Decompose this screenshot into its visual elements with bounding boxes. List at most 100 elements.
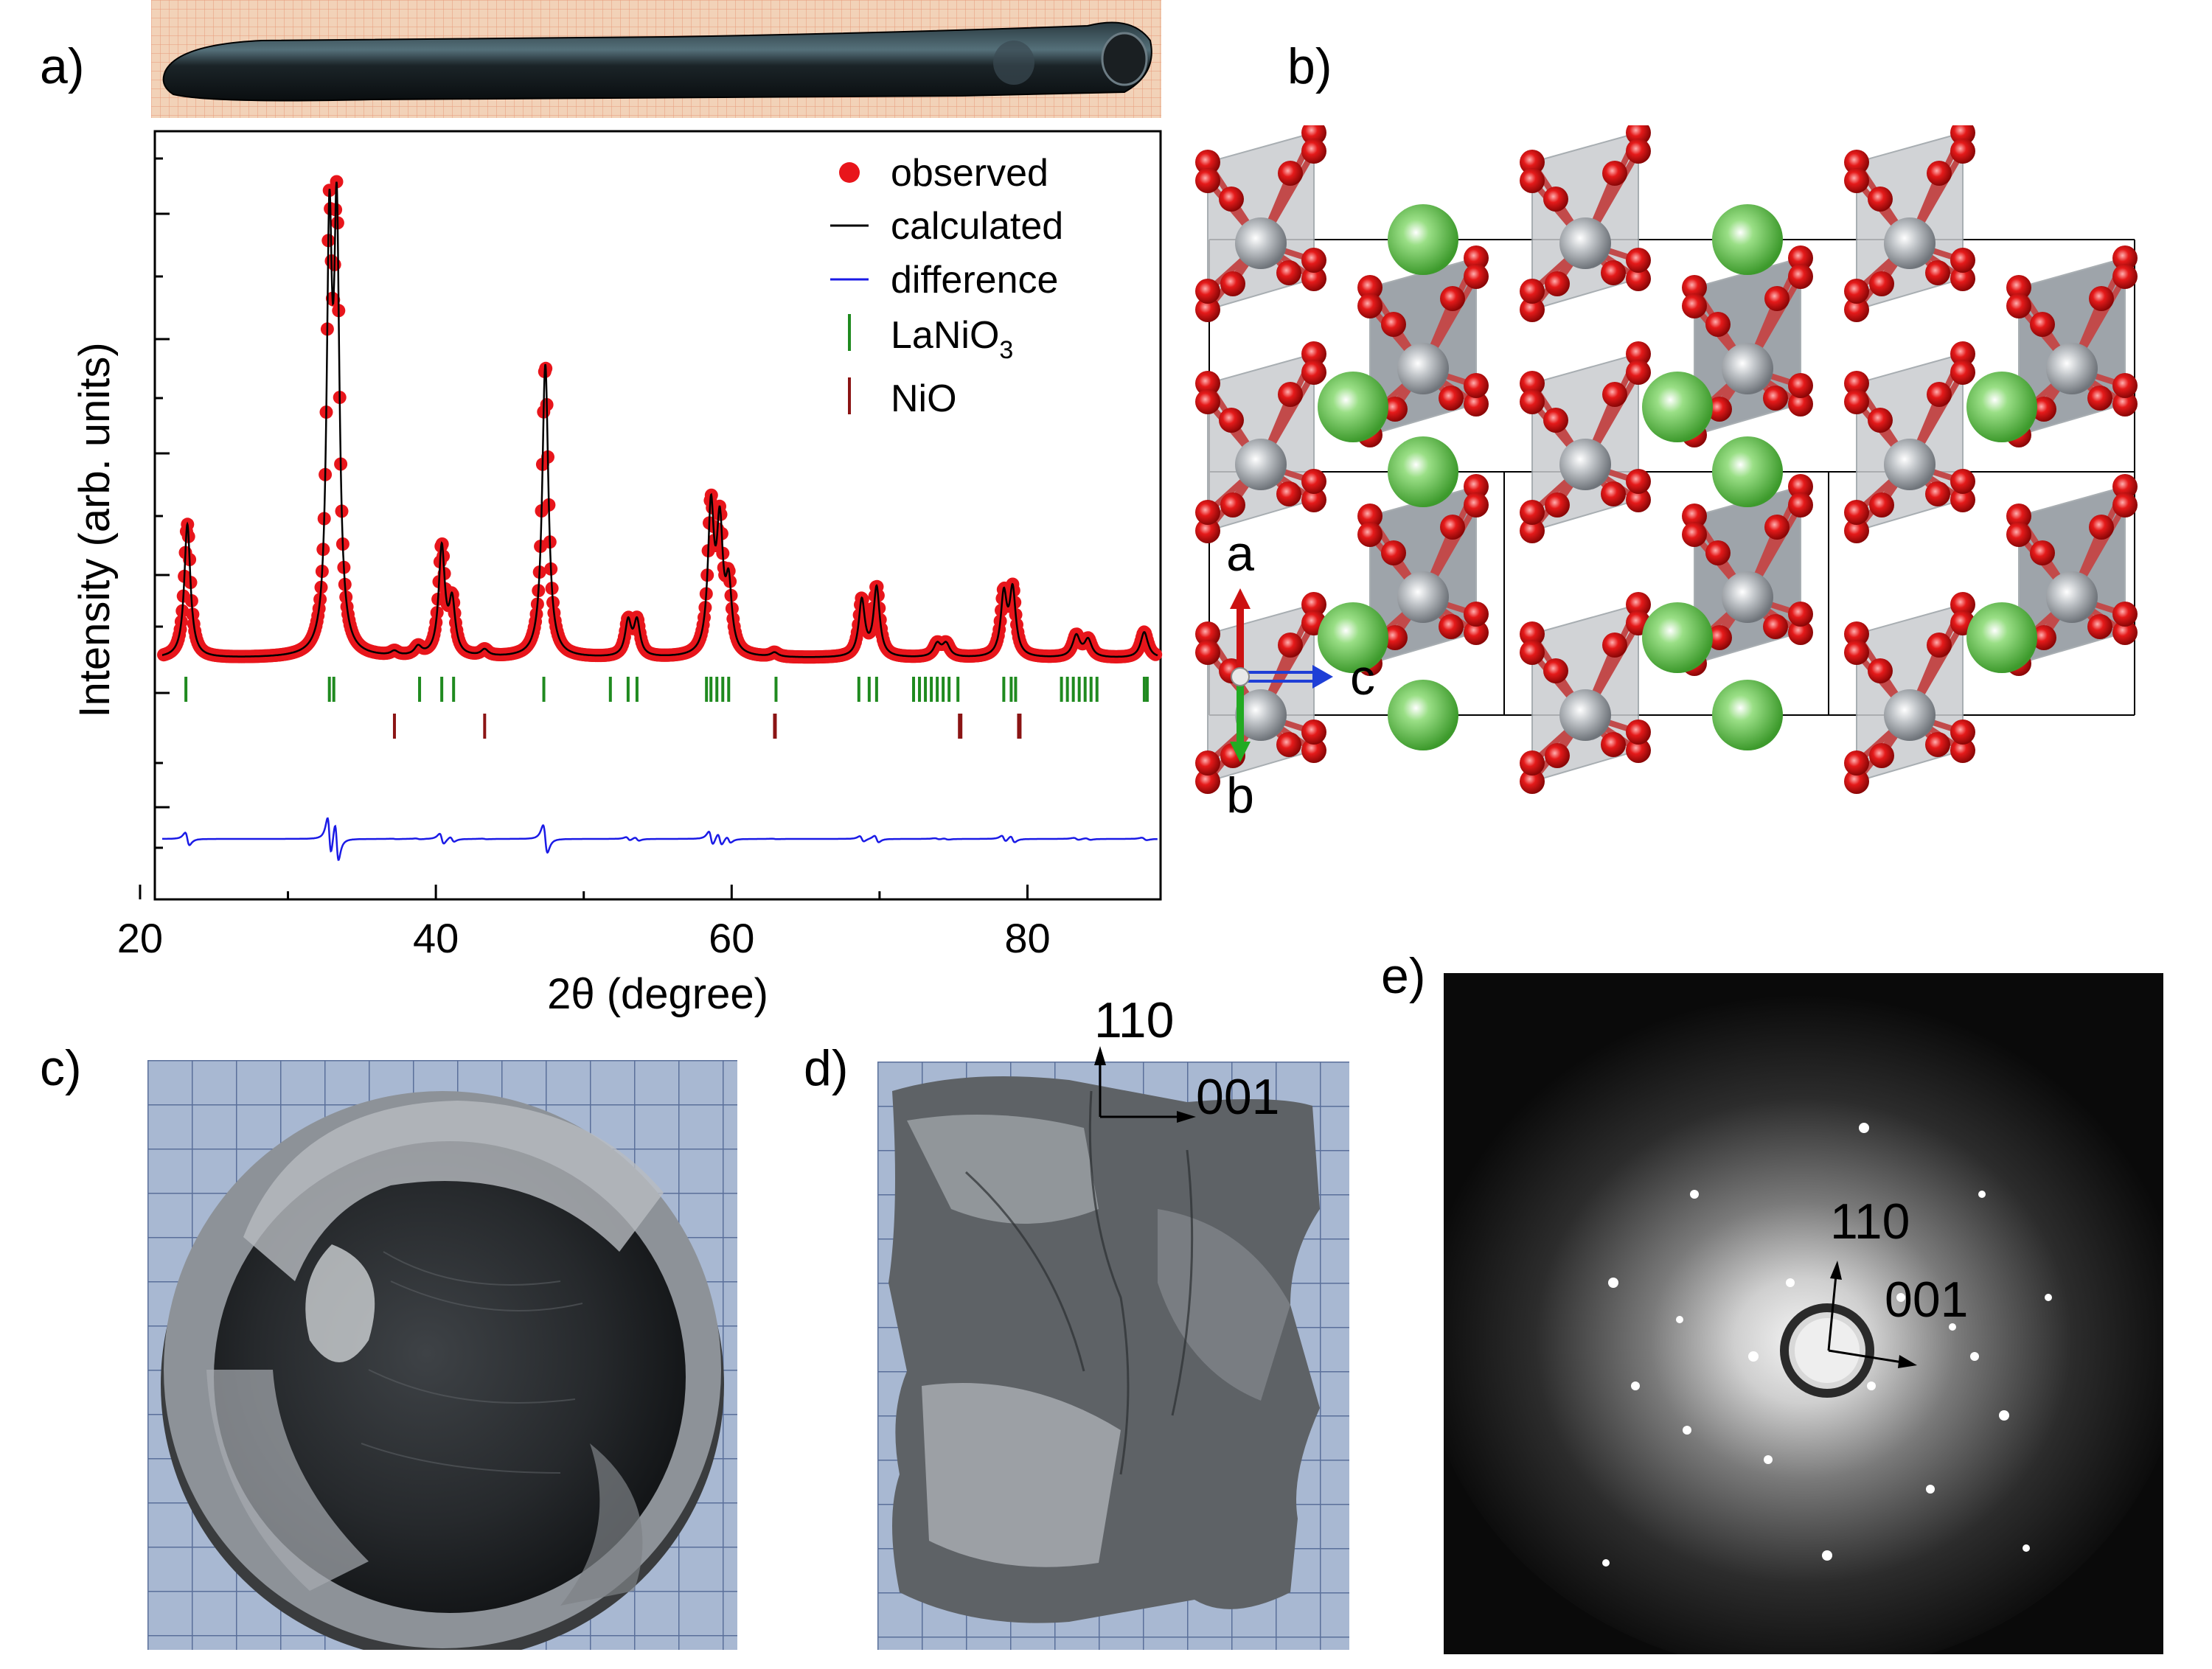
o-atom <box>2112 492 2138 518</box>
o-atom <box>1707 625 1732 650</box>
o-atom <box>1950 125 1975 145</box>
o-atom <box>1844 168 1869 193</box>
laue-spot <box>1786 1278 1795 1287</box>
laue-spot <box>1602 1559 1610 1567</box>
o-atom <box>1301 266 1326 291</box>
b-axis-arrow-icon <box>1230 742 1251 762</box>
arrow-001-icon <box>1177 1111 1196 1123</box>
o-atom <box>1925 260 1950 285</box>
o-atom <box>1682 275 1707 300</box>
la-atom <box>1712 204 1783 275</box>
ni-atom <box>1559 439 1611 490</box>
arrow-001-icon <box>1898 1355 1917 1368</box>
o-atom <box>1682 504 1707 529</box>
o-atom <box>1601 732 1626 757</box>
o-atom <box>1195 518 1220 543</box>
o-atom <box>1195 168 1220 193</box>
o-atom <box>1869 743 1894 768</box>
o-atom <box>1520 640 1545 665</box>
triad-label-a: a <box>1226 526 1254 582</box>
o-atom <box>1844 371 1869 396</box>
o-atom <box>2112 245 2138 271</box>
o-atom <box>1844 500 1869 525</box>
o-atom <box>1626 125 1651 145</box>
o-atom <box>2006 522 2031 547</box>
o-atom <box>1927 633 1952 658</box>
o-atom <box>1381 540 1406 565</box>
o-atom <box>2112 264 2138 289</box>
arrow-110-icon <box>1830 1261 1842 1280</box>
ni-atom <box>1884 689 1935 741</box>
o-atom <box>1520 769 1545 794</box>
o-atom <box>1601 481 1626 506</box>
o-atom <box>2112 620 2138 645</box>
o-atom <box>1950 487 1975 512</box>
o-atom <box>1195 750 1220 776</box>
o-atom <box>1545 743 1570 768</box>
o-atom <box>1520 279 1545 304</box>
o-atom <box>1278 633 1303 658</box>
o-atom <box>1844 750 1869 776</box>
o-atom <box>1464 245 1489 271</box>
o-atom <box>1844 769 1869 794</box>
o-atom <box>1844 518 1869 543</box>
o-atom <box>1520 518 1545 543</box>
legend-label: difference <box>891 259 1058 302</box>
laue-spot <box>2023 1544 2030 1552</box>
o-atom <box>1195 371 1220 396</box>
nio6-octahedron <box>1195 592 1326 794</box>
o-atom <box>1925 481 1950 506</box>
o-atom <box>2030 540 2055 565</box>
o-atom <box>1626 139 1651 164</box>
lanio3-reflections <box>184 677 1149 702</box>
o-atom <box>1844 150 1869 175</box>
o-atom <box>1626 738 1651 763</box>
o-atom <box>1764 286 1790 311</box>
o-atom <box>1464 373 1489 398</box>
laue-spot <box>1926 1485 1935 1494</box>
nio6-octahedron <box>1844 592 1975 794</box>
panel-e-label-110: 110 <box>1830 1194 1910 1250</box>
nio6-octahedron <box>1682 474 1813 676</box>
o-atom <box>1543 187 1568 212</box>
laue-spot <box>1970 1352 1979 1361</box>
laue-spot <box>1859 1123 1869 1133</box>
o-atom <box>1520 750 1545 776</box>
o-atom <box>2089 515 2114 540</box>
o-atom <box>1844 297 1869 322</box>
o-atom <box>1788 620 1813 645</box>
o-atom <box>1682 522 1707 547</box>
o-atom <box>1950 738 1975 763</box>
o-atom <box>1382 625 1408 650</box>
o-atom <box>2087 614 2112 639</box>
o-atom <box>2112 391 2138 417</box>
o-atom <box>1950 360 1975 385</box>
o-atom <box>1626 487 1651 512</box>
o-atom <box>1301 592 1326 617</box>
o-atom <box>1950 719 1975 745</box>
o-atom <box>2006 293 2031 318</box>
oriented-crystal-photo <box>877 1062 1349 1650</box>
o-atom <box>1301 125 1326 145</box>
xrd-chart: 20 40 60 80 2θ (degree) Intensity (arb. units… <box>71 130 1163 1018</box>
la-atom <box>1318 372 1388 442</box>
o-atom <box>1520 168 1545 193</box>
panel-e-label-001: 001 <box>1885 1272 1968 1328</box>
o-atom <box>1869 271 1894 296</box>
o-atom <box>1301 738 1326 763</box>
o-atom <box>1950 592 1975 617</box>
y-axis-label: Intensity (arb. units) <box>71 342 119 717</box>
o-atom <box>1464 391 1489 417</box>
o-atom <box>1950 139 1975 164</box>
legend-label: calculated <box>891 205 1063 248</box>
o-atom <box>1301 360 1326 385</box>
la-atom <box>1712 436 1783 507</box>
panel-label-d: d) <box>804 1040 849 1096</box>
o-atom <box>1276 260 1301 285</box>
laue-spot <box>1949 1323 1956 1331</box>
laue-spot <box>2045 1294 2052 1301</box>
la-atom <box>1966 602 2037 673</box>
o-atom <box>1520 621 1545 647</box>
o-atom <box>1626 719 1651 745</box>
legend-observed-marker <box>839 162 860 183</box>
